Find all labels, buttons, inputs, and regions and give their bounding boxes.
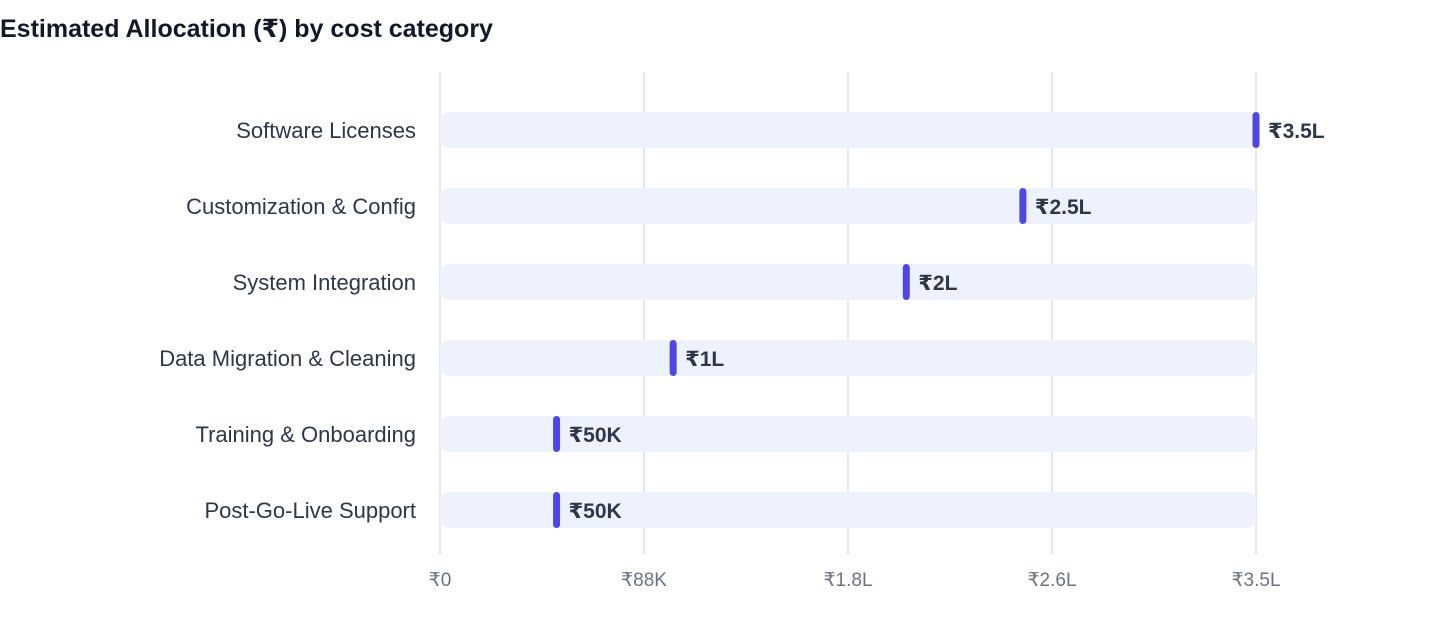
bar-value-marker: [1252, 112, 1260, 148]
x-tick-label: ₹0: [429, 570, 452, 591]
bar-row: Post-Go-Live Support ₹50K: [204, 492, 1256, 528]
value-label: ₹2.5L: [1035, 196, 1092, 219]
category-label: Training & Onboarding: [195, 422, 416, 447]
x-tick-label: ₹1.8L: [823, 570, 872, 591]
chart-title: Estimated Allocation (₹) by cost categor…: [0, 15, 493, 43]
value-label: ₹1L: [685, 348, 724, 371]
value-label: ₹50K: [569, 424, 622, 447]
bar-value-marker: [553, 492, 561, 528]
value-label: ₹50K: [569, 500, 622, 523]
bar-track: [440, 492, 1256, 528]
bar-track: [440, 340, 1256, 376]
category-label: Customization & Config: [186, 194, 416, 219]
bar-value-marker: [902, 264, 910, 300]
category-label: Software Licenses: [236, 118, 416, 143]
category-label: Post-Go-Live Support: [204, 498, 416, 523]
bars: Software Licenses ₹3.5L Customization & Co…: [159, 112, 1325, 528]
category-label: Data Migration & Cleaning: [159, 346, 416, 371]
x-tick-label: ₹88K: [621, 570, 667, 591]
bar-track: [440, 416, 1256, 452]
bar-row: System Integration ₹2L: [233, 264, 1256, 300]
bar-track: [440, 188, 1256, 224]
x-tick-label: ₹3.5L: [1231, 570, 1280, 591]
bar-row: Data Migration & Cleaning ₹1L: [159, 340, 1256, 376]
value-label: ₹2L: [918, 272, 957, 295]
bar-value-marker: [1019, 188, 1027, 224]
bar-track: [440, 264, 1256, 300]
bar-row: Training & Onboarding ₹50K: [195, 416, 1256, 452]
category-label: System Integration: [233, 270, 416, 295]
x-tick-label: ₹2.6L: [1027, 570, 1076, 591]
bar-track: [440, 112, 1256, 148]
x-axis-ticks: ₹0 ₹88K ₹1.8L ₹2.6L ₹3.5L: [429, 548, 1281, 591]
value-label: ₹3.5L: [1268, 120, 1325, 143]
bar-value-marker: [669, 340, 677, 376]
bar-row: Software Licenses ₹3.5L: [236, 112, 1325, 148]
bar-row: Customization & Config ₹2.5L: [186, 188, 1256, 224]
grid-lines: [439, 72, 1257, 548]
bar-value-marker: [553, 416, 561, 452]
